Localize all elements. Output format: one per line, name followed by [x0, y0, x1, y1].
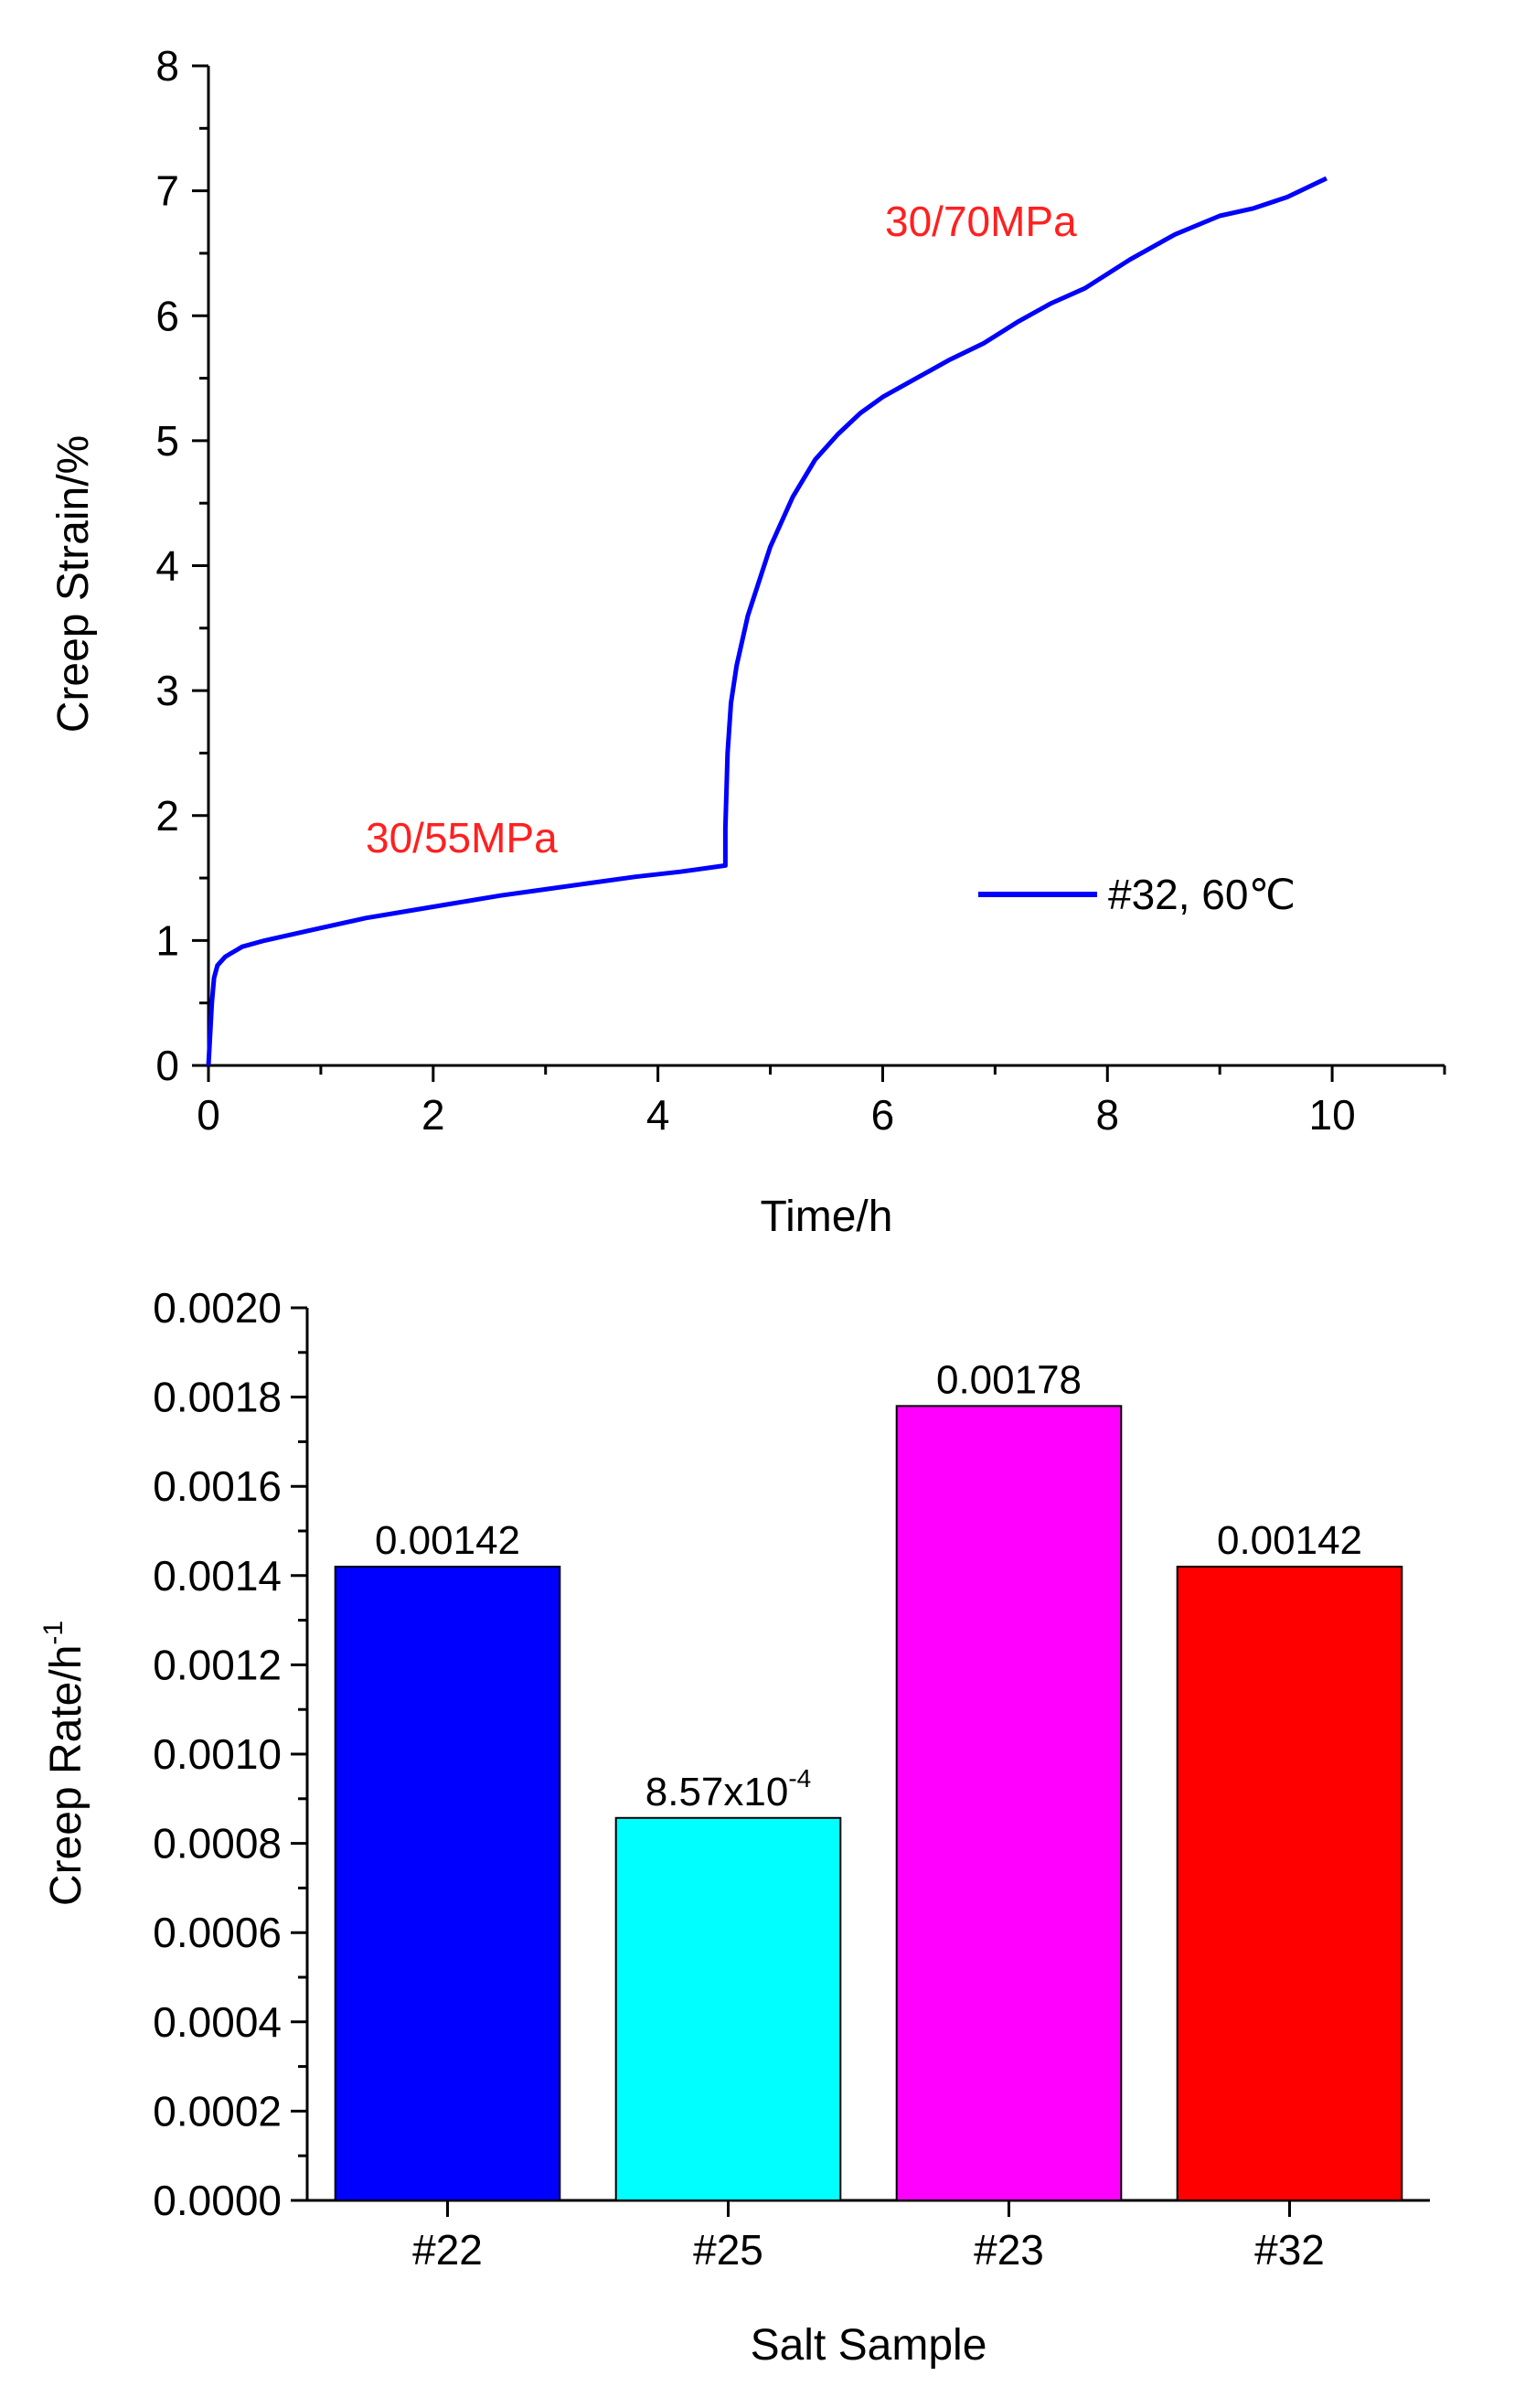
- x-axis-title-salt-sample: Salt Sample: [751, 2321, 987, 2370]
- creep-rate-bars: 0.00142 8.57x10-4 0.00178 0.00142: [334, 1357, 1403, 2202]
- y-tick-label: 6: [155, 292, 179, 339]
- data-label-sample-25: 8.57x10-4: [645, 1764, 811, 1814]
- y-tick-label: 0.0008: [153, 1820, 282, 1868]
- y-tick-label: 3: [155, 667, 179, 714]
- y-tick-label: 0.0010: [153, 1730, 282, 1778]
- y-tick-label: 0.0012: [153, 1641, 282, 1688]
- y-tick-label: 0.0020: [153, 1284, 282, 1332]
- y-tick-label: 0.0000: [153, 2177, 282, 2224]
- data-label-sample-23: 0.00178: [936, 1357, 1082, 1402]
- y-axis-title-creep-rate: Creep Rate/h-1: [38, 1621, 91, 1906]
- annotation-30-70mpa: 30/70MPa: [885, 198, 1077, 245]
- y-tick-label: 0.0016: [153, 1462, 282, 1510]
- creep-strain-axes: 0 2 4 6 8 10 0 1 2 3 4 5 6 7 8: [155, 42, 1446, 1139]
- y-tick-label: 8: [155, 42, 179, 90]
- bar-sample-22: [334, 1566, 561, 2202]
- bar-sample-23: [895, 1405, 1123, 2201]
- legend: #32, 60℃: [978, 871, 1296, 918]
- x-tick-label: #22: [412, 2226, 483, 2274]
- y-tick-label: 4: [155, 542, 179, 590]
- y-tick-label: 7: [155, 167, 179, 215]
- y-tick-label: 0.0002: [153, 2087, 282, 2135]
- y-tick-label: 0.0004: [153, 1998, 282, 2046]
- x-tick-label: 4: [646, 1091, 670, 1139]
- y-tick-label: 0.0006: [153, 1909, 282, 1956]
- y-axis-title-main: Creep Rate/h: [42, 1645, 91, 1907]
- annotation-30-55mpa: 30/55MPa: [366, 814, 558, 862]
- bar-sample-25: [614, 1816, 842, 2202]
- y-tick-label: 1: [155, 916, 179, 964]
- data-label-sample-32: 0.00142: [1217, 1518, 1362, 1563]
- x-tick-label: #25: [693, 2226, 763, 2274]
- bar-sample-32: [1176, 1566, 1403, 2202]
- x-tick-label: 6: [871, 1091, 895, 1139]
- creep-strain-series: [206, 176, 1328, 1066]
- x-tick-label: 0: [197, 1091, 220, 1139]
- data-label-sample-22: 0.00142: [375, 1518, 520, 1563]
- legend-label-sample-32: #32, 60℃: [1108, 871, 1296, 918]
- y-tick-label: 0: [155, 1042, 179, 1089]
- x-tick-label: #23: [974, 2226, 1044, 2274]
- y-tick-label: 2: [155, 792, 179, 840]
- x-tick-label: 10: [1309, 1091, 1356, 1139]
- series-line-sample-32: [206, 176, 1328, 1066]
- creep-rate-axes: 0.0000 0.0002 0.0004 0.0006 0.0008 0.0010 0.00…: [153, 1284, 1430, 2274]
- y-axis-title-superscript: -1: [38, 1621, 69, 1645]
- x-axis-title: Time/h: [761, 1193, 893, 1241]
- creep-rate-chart: 0.0000 0.0002 0.0004 0.0006 0.0008 0.0010 0.00…: [38, 1284, 1430, 2370]
- y-tick-label: 0.0018: [153, 1374, 282, 1421]
- y-tick-label: 0.0014: [153, 1552, 282, 1600]
- x-tick-label: 2: [421, 1091, 445, 1139]
- x-tick-label: #32: [1254, 2226, 1325, 2274]
- y-axis-title: Creep Strain/%: [49, 435, 98, 733]
- y-tick-label: 5: [155, 417, 179, 465]
- x-tick-label: 8: [1095, 1091, 1119, 1139]
- creep-strain-chart: 0 2 4 6 8 10 0 1 2 3 4 5 6 7 8 30/55MPa 30/70MPa #32, …: [49, 42, 1446, 1241]
